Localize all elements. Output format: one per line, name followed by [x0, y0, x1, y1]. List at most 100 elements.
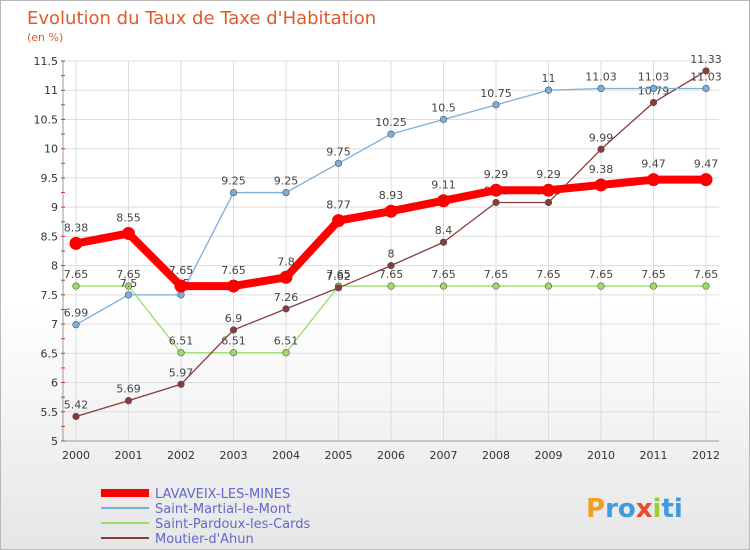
y-tick-label: 7.5	[41, 289, 59, 302]
y-tick-label: 9	[51, 201, 58, 214]
data-point	[594, 178, 608, 192]
data-point	[649, 98, 658, 107]
data-label: 8	[388, 248, 395, 261]
data-label: 7.65	[694, 268, 719, 281]
data-label: 8.4	[435, 224, 453, 237]
data-label: 11.03	[690, 70, 722, 83]
data-point	[332, 214, 345, 228]
data-label: 7.65	[116, 268, 141, 281]
data-point	[437, 194, 450, 208]
data-point	[387, 262, 395, 270]
y-tick-label: 6.5	[41, 347, 59, 360]
x-tick-label: 2002	[167, 449, 195, 462]
data-point	[702, 84, 710, 93]
data-label: 7.65	[589, 268, 614, 281]
data-label: 9.11	[431, 179, 456, 192]
x-tick-label: 2003	[220, 449, 248, 462]
data-point	[597, 145, 605, 153]
data-label: 8.38	[64, 221, 89, 234]
data-label: 7.5	[120, 277, 138, 290]
data-point	[492, 101, 500, 109]
data-point	[597, 282, 605, 290]
data-point	[72, 321, 80, 329]
data-label: 7.65	[221, 264, 246, 277]
data-point	[387, 282, 395, 290]
data-point	[124, 397, 133, 405]
data-point	[279, 270, 293, 284]
legend-label: Saint-Martial-le-Mont	[155, 502, 291, 517]
x-tick-label: 2004	[272, 449, 300, 462]
legend: LAVAVEIX-LES-MINESSaint-Martial-le-MontS…	[101, 487, 311, 547]
data-point	[544, 86, 553, 94]
data-point	[492, 282, 500, 290]
data-point	[282, 188, 290, 197]
data-label: 9.47	[641, 158, 666, 171]
data-point	[649, 84, 658, 93]
data-label: 7.62	[326, 270, 351, 283]
data-label: 5.97	[169, 366, 194, 379]
logo-text: Proxiti	[586, 494, 683, 524]
data-point	[69, 236, 83, 250]
data-point	[702, 282, 710, 290]
data-label: 7.8	[277, 255, 295, 268]
legend-label: LAVAVEIX-LES-MINES	[155, 487, 290, 502]
y-tick-label: 6	[51, 377, 58, 390]
data-label: 7.65	[431, 268, 456, 281]
y-tick-label: 11.5	[34, 55, 59, 68]
data-label: 10.5	[431, 101, 456, 114]
data-point	[229, 349, 238, 357]
x-tick-label: 2001	[115, 449, 143, 462]
data-point	[124, 282, 133, 290]
data-label: 9.99	[589, 131, 614, 144]
series-layer: 7.65 7.65 6.51 6.51 6.51 7.65 7.65 7.65 7.65 7.65…	[64, 53, 722, 421]
data-label: 6.51	[169, 335, 194, 348]
y-tick-label: 8	[51, 260, 58, 273]
data-label: 5.69	[116, 383, 141, 396]
data-label: 6.99	[64, 307, 89, 320]
legend-label: Saint-Pardoux-les-Cards	[155, 517, 311, 532]
y-tick-label: 5	[51, 435, 58, 448]
data-label: 11	[542, 72, 556, 85]
data-point	[597, 84, 605, 93]
data-point	[177, 349, 185, 357]
chart-subtitle: (en %)	[27, 31, 63, 44]
data-label: 7.26	[274, 291, 299, 304]
data-label: 11.33	[690, 53, 722, 66]
data-label: 8.55	[116, 211, 141, 224]
y-tick-label: 8.5	[41, 230, 59, 243]
data-label: 9.25	[221, 175, 246, 188]
data-point	[544, 198, 553, 207]
data-label: 6.9	[225, 312, 243, 325]
y-tick-label: 9.5	[41, 172, 59, 185]
x-tick-label: 2006	[377, 449, 405, 462]
series-0: 8.38 8.55 7.65 7.65 7.8 8.77 8.93 9.11 9.29 9.29 9…	[64, 158, 719, 293]
data-point	[439, 115, 448, 124]
data-point	[384, 204, 398, 218]
data-label: 9.29	[484, 168, 509, 181]
x-tick-label: 2007	[430, 449, 458, 462]
y-tick-label: 7	[51, 318, 58, 331]
x-tick-label: 2000	[62, 449, 90, 462]
data-point	[229, 188, 238, 197]
data-point	[492, 198, 500, 207]
data-point	[439, 238, 448, 246]
y-tick-label: 11	[44, 84, 58, 97]
series-1: 6.997.57.59.259.259.7510.2510.510.751111…	[64, 70, 722, 329]
data-point	[334, 284, 343, 292]
data-point	[542, 183, 555, 197]
data-point	[72, 412, 80, 421]
y-tick-label: 10	[44, 143, 58, 156]
data-label: 7.65	[169, 264, 194, 277]
data-label: 10.75	[480, 87, 512, 100]
data-point	[649, 282, 658, 290]
data-point	[122, 226, 135, 240]
data-label: 5.42	[64, 398, 89, 411]
data-label: 9.38	[589, 163, 614, 176]
data-label: 9.47	[694, 158, 719, 171]
data-label: 11.03	[638, 70, 670, 83]
data-point	[387, 130, 395, 138]
y-tick-label: 10.5	[34, 113, 59, 126]
x-tick-label: 2011	[640, 449, 668, 462]
chart-title: Evolution du Taux de Taxe d'Habitation	[27, 8, 376, 29]
